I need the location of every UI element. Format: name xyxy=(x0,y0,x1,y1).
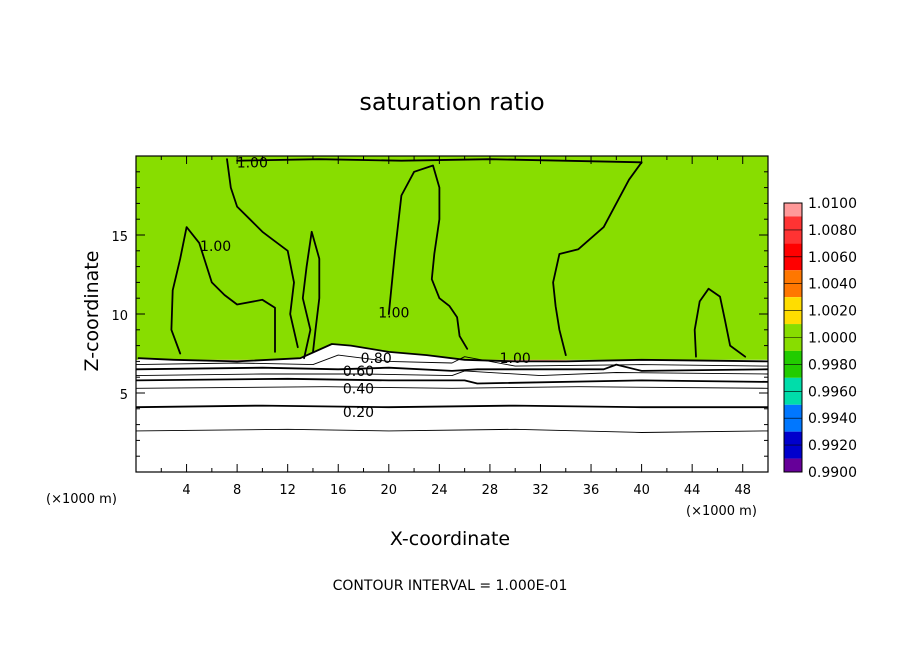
colorbar-band xyxy=(784,445,802,472)
contour-line-0-10 xyxy=(136,428,768,433)
x-tick-label: 36 xyxy=(583,483,600,498)
x-tick: 4 xyxy=(182,156,191,498)
contour-label: 0.40 xyxy=(343,381,374,397)
y-tick-label: 10 xyxy=(111,309,128,324)
colorbar-label: 0.9900 xyxy=(808,465,857,481)
x-unit-label-left: (×1000 m) xyxy=(46,492,117,507)
x-tick-label: 4 xyxy=(182,483,190,498)
colorbar-label: 1.0080 xyxy=(808,223,857,239)
colorbar-band xyxy=(784,337,802,365)
colorbar-label: 1.0100 xyxy=(808,196,857,212)
contour-label: 0.60 xyxy=(343,364,374,380)
contour-line-0-30 xyxy=(136,386,768,389)
y-tick: 10 xyxy=(111,309,768,324)
contour-line-0-50 xyxy=(136,370,768,377)
contour-line-0-60 xyxy=(136,363,768,372)
colorbar-band xyxy=(784,391,802,419)
x-tick-label: 28 xyxy=(482,483,499,498)
x-tick-label: 44 xyxy=(684,483,701,498)
x-tick: 32 xyxy=(532,156,549,498)
contour-label: 0.20 xyxy=(343,405,374,421)
x-tick: 44 xyxy=(684,156,701,498)
y-tick-label: 15 xyxy=(111,230,128,245)
contour-labels: 1.00 1.00 1.00 1.00 0.800.600.40 0.20 xyxy=(200,155,531,421)
x-tick-label: 8 xyxy=(233,483,241,498)
colorbar-label: 0.9920 xyxy=(808,438,857,454)
x-tick: 12 xyxy=(279,156,296,498)
x-tick: 48 xyxy=(734,156,751,498)
colorbar-band xyxy=(784,418,802,446)
colorbar-label: 1.0040 xyxy=(808,277,857,293)
colorbar-band xyxy=(784,364,802,392)
contour-interval-note: CONTOUR INTERVAL = 1.000E-01 xyxy=(332,578,568,594)
contour-line-1-00 xyxy=(226,158,299,349)
x-tick: 24 xyxy=(431,156,448,498)
contour-line-0-20 xyxy=(136,404,768,409)
contour-line-0-40 xyxy=(136,377,768,385)
x-tick: 28 xyxy=(482,156,499,498)
colorbar-label: 1.0000 xyxy=(808,331,857,347)
contour-label: 0.80 xyxy=(361,351,392,367)
contour-label: 1.00 xyxy=(500,351,531,367)
x-tick-label: 32 xyxy=(532,483,549,498)
contour-line-1-00 xyxy=(301,230,321,360)
field-patch xyxy=(136,156,768,360)
x-tick-label: 20 xyxy=(381,483,398,498)
colorbar-label: 0.9960 xyxy=(808,384,857,400)
colorbar-label: 1.0060 xyxy=(808,250,857,266)
x-tick-label: 48 xyxy=(734,483,751,498)
contour-label: 1.00 xyxy=(378,305,409,321)
contour-line-1-00 xyxy=(387,164,469,350)
subsaturated-region xyxy=(136,344,768,472)
contour-line-1-00 xyxy=(170,226,276,355)
contour-line-0-80 xyxy=(137,343,768,363)
chart-title: saturation ratio xyxy=(359,88,545,116)
x-unit-label-right: (×1000 m) xyxy=(686,504,757,519)
colorbar-label: 0.9980 xyxy=(808,357,857,373)
contour-line-0-70 xyxy=(136,354,768,367)
x-tick: 40 xyxy=(633,156,650,498)
colorbar-band xyxy=(784,256,802,284)
saturation-field xyxy=(136,156,768,472)
colorbar: 1.0100 1.0080 1.0060 1.0040 1.0020 1.0000 0.99… xyxy=(783,196,857,481)
x-tick: 20 xyxy=(381,156,398,498)
colorbar-band xyxy=(784,229,802,257)
colorbar-label: 1.0020 xyxy=(808,304,857,320)
x-tick-label: 40 xyxy=(633,483,650,498)
colorbar-band xyxy=(784,203,802,230)
x-tick: 36 xyxy=(583,156,600,498)
contour-label: 1.00 xyxy=(237,155,268,171)
y-tick-label: 5 xyxy=(120,388,128,403)
x-tick-label: 16 xyxy=(330,483,347,498)
y-tick: 15 xyxy=(111,230,768,245)
contour-lines xyxy=(136,158,768,433)
colorbar-band xyxy=(784,310,802,338)
y-tick: 5 xyxy=(120,388,768,403)
colorbar-label: 0.9940 xyxy=(808,411,857,427)
x-tick: 16 xyxy=(330,156,347,498)
x-tick-label: 24 xyxy=(431,483,448,498)
contour-label: 1.00 xyxy=(200,239,231,255)
contour-line-1-00 xyxy=(693,287,747,358)
colorbar-band xyxy=(784,283,802,311)
contour-line-1-00 xyxy=(552,161,643,356)
x-axis-label: X-coordinate xyxy=(389,528,511,550)
x-tick-label: 12 xyxy=(279,483,296,498)
x-tick: 8 xyxy=(233,156,241,498)
